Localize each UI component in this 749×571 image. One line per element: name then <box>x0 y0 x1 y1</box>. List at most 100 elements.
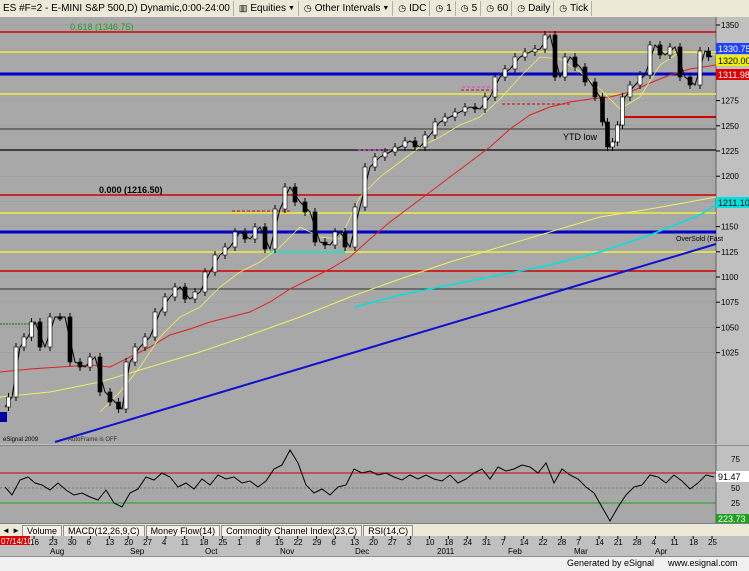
date-month-label: Mar <box>574 547 588 556</box>
symbol-box[interactable]: ES #F=2 - E-MINI S&P 500,D) Dynamic,0:00… <box>0 1 234 16</box>
candle <box>562 56 568 78</box>
candle <box>332 231 338 246</box>
rsi-axis-label: 25 <box>731 499 740 508</box>
date-day-label: 13 <box>105 538 114 547</box>
date-day-labels: 16 23 30 6 13 20 27 4 11 18 25 1 8 15 22 29 6 13 20 27 3 10 18… <box>30 536 717 547</box>
svg-text:1211.10: 1211.10 <box>718 198 749 208</box>
date-day-label: 11 <box>670 538 679 547</box>
tab-rsi[interactable]: RSI(14,C) <box>363 524 414 537</box>
interval-idc-button[interactable]: ◷ IDC <box>395 1 431 16</box>
svg-text:91.47: 91.47 <box>718 472 741 482</box>
price-axis-label: 1225 <box>721 147 739 156</box>
interval-daily-label: Daily <box>528 3 551 14</box>
rsi-axis-labels: 75 50 25 <box>731 455 740 508</box>
candle <box>552 34 558 78</box>
candle <box>582 66 588 83</box>
price-tag-2: 1320.00 <box>716 55 749 66</box>
interval-60-button[interactable]: ◷ 60 <box>483 1 513 16</box>
candle <box>67 316 73 363</box>
candle <box>667 46 673 56</box>
symbol-text: ES #F=2 - E-MINI S&P 500,D) Dynamic,0:00… <box>3 3 230 14</box>
equities-menu[interactable]: ▥ Equities ▼ <box>236 1 299 16</box>
interval-1-button[interactable]: ◷ 1 <box>432 1 456 16</box>
date-day-label: 16 <box>30 538 39 547</box>
date-day-label: 6 <box>87 538 92 547</box>
candle <box>232 231 238 248</box>
clock-icon: ◷ <box>398 3 407 13</box>
price-axis-label: 1275 <box>721 97 739 106</box>
candle <box>592 81 598 98</box>
price-axis-label: 1075 <box>721 298 739 307</box>
support-resistance-levels <box>0 31 716 325</box>
price-axis-label: 1125 <box>721 248 739 257</box>
date-month-label: Aug <box>50 547 64 556</box>
candle <box>522 51 528 58</box>
candle <box>292 186 298 203</box>
candle <box>422 134 428 148</box>
date-day-label: 20 <box>124 538 133 547</box>
price-axis-label: 1350 <box>721 21 739 30</box>
candle <box>152 311 158 338</box>
fib-top-label: 0.618 (1346.75) <box>70 22 134 32</box>
interval-60-label: 60 <box>497 3 509 14</box>
candle <box>352 206 358 248</box>
interval-5-button[interactable]: ◷ 5 <box>458 1 482 16</box>
candle <box>442 116 448 123</box>
date-day-label: 4 <box>652 538 657 547</box>
tab-cci[interactable]: Commodity Channel Index(23,C) <box>221 524 363 537</box>
date-day-label: 4 <box>162 538 167 547</box>
candle <box>6 396 11 408</box>
date-day-label: 29 <box>313 538 322 547</box>
candle <box>605 121 610 148</box>
price-axis-label: 1200 <box>721 172 739 181</box>
rsi-panel[interactable]: 75 50 25 91.47 223.73 <box>0 445 749 523</box>
rsi-plot-area <box>0 445 716 523</box>
interval-tick-label: Tick <box>570 3 589 14</box>
study-tabs: ◄ ► Volume MACD(12,26,9,C) Money Flow(14… <box>0 523 749 537</box>
tab-nav-arrows[interactable]: ◄ ► <box>1 526 21 535</box>
fib-mid-label: 0.000 (1216.50) <box>99 185 163 195</box>
candle <box>600 96 605 123</box>
svg-text:1320.00: 1320.00 <box>718 56 749 66</box>
date-day-label: 25 <box>218 538 227 547</box>
interval-idc-label: IDC <box>409 3 427 14</box>
ma-cyan <box>354 204 717 308</box>
left-marker <box>0 412 7 422</box>
candle <box>532 48 538 53</box>
candle <box>29 321 34 338</box>
candle <box>222 246 228 256</box>
date-day-label: 30 <box>68 538 77 547</box>
candle <box>202 271 208 293</box>
date-day-label: 13 <box>350 538 359 547</box>
candle <box>87 356 93 368</box>
date-day-label: 31 <box>482 538 491 547</box>
candle <box>322 241 328 246</box>
candle <box>57 316 63 320</box>
interval-daily-button[interactable]: ◷ Daily <box>514 1 555 16</box>
date-day-label: 23 <box>49 538 58 547</box>
candle <box>610 141 615 148</box>
date-day-label: 18 <box>200 538 209 547</box>
tab-money-flow[interactable]: Money Flow(14) <box>145 524 221 537</box>
clock-icon: ◷ <box>486 3 495 13</box>
date-day-label: 21 <box>614 538 623 547</box>
other-intervals-menu[interactable]: ◷ Other Intervals ▼ <box>301 1 394 16</box>
date-day-label: 7 <box>576 538 581 547</box>
trend-line-blue <box>54 243 717 443</box>
clock-icon: ◷ <box>517 3 526 13</box>
candle <box>647 44 653 76</box>
price-axis-label: 1050 <box>721 323 739 332</box>
candle <box>452 111 458 118</box>
candle <box>382 151 388 158</box>
interval-tick-button[interactable]: ◷ Tick <box>556 1 593 16</box>
chevron-down-icon: ▼ <box>287 5 295 12</box>
date-day-label: 7 <box>501 538 506 547</box>
candle <box>77 361 83 368</box>
candle <box>172 286 178 298</box>
generated-label: Generated by eSignal <box>567 558 655 568</box>
candle <box>432 121 438 136</box>
price-axis-label: 1100 <box>721 273 739 282</box>
tab-volume[interactable]: Volume <box>22 524 63 537</box>
price-chart-panel[interactable]: 1350132513001275125012251200117511501125… <box>0 17 749 444</box>
tab-macd[interactable]: MACD(12,26,9,C) <box>63 524 145 537</box>
